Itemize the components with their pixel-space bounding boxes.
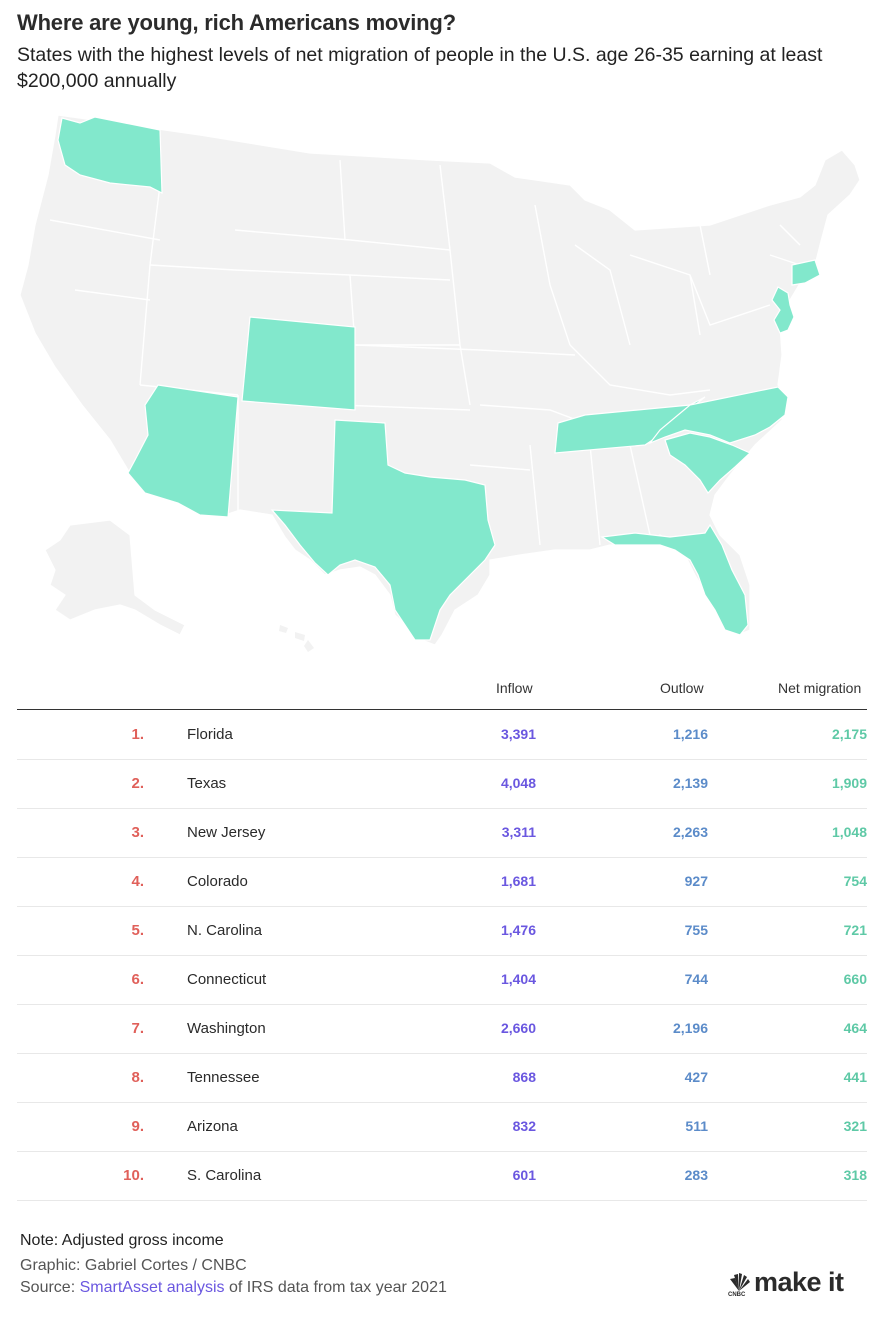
state-texas (270, 419, 496, 641)
outflow-cell: 1,216 (672, 726, 708, 742)
inflow-cell: 4,048 (500, 775, 536, 791)
source-suffix: of IRS data from tax year 2021 (224, 1279, 447, 1296)
source-link[interactable]: SmartAsset analysis (79, 1279, 225, 1296)
net-migration-cell: 1,909 (831, 775, 867, 791)
inflow-cell: 2,660 (500, 1020, 536, 1036)
outflow-cell: 427 (684, 1069, 708, 1085)
inflow-cell: 601 (512, 1167, 536, 1183)
inflow-cell: 3,311 (501, 824, 536, 840)
net-migration-cell: 464 (843, 1020, 867, 1036)
column-header-inflow: Inflow (496, 680, 533, 696)
rank-cell: 1. (131, 726, 144, 743)
us-map (19, 114, 861, 652)
peacock-icon (730, 1273, 750, 1291)
rank-cell: 7. (131, 1020, 144, 1037)
net-migration-cell: 441 (843, 1069, 867, 1085)
state-florida (600, 523, 749, 636)
outflow-cell: 927 (684, 873, 708, 889)
state-cell: N. Carolina (187, 922, 263, 939)
makeit-logo: make it CNBC (726, 1265, 866, 1301)
rank-cell: 10. (123, 1167, 144, 1184)
outflow-cell: 2,196 (672, 1020, 708, 1036)
outflow-cell: 744 (684, 971, 708, 987)
table-row: 1. Florida 3,391 1,216 2,175 (17, 710, 867, 760)
table-row: 4. Colorado 1,681 927 754 (17, 857, 867, 907)
table-row: 7. Washington 2,660 2,196 464 (17, 1004, 867, 1054)
state-washington (57, 116, 163, 194)
net-migration-cell: 318 (843, 1167, 867, 1183)
state-connecticut (791, 259, 821, 286)
outflow-cell: 511 (685, 1118, 708, 1134)
outflow-cell: 283 (684, 1167, 708, 1183)
footer-graphic-credit: Graphic: Gabriel Cortes / CNBC (20, 1257, 247, 1274)
state-north-carolina (648, 386, 789, 445)
logo-sub: CNBC (728, 1292, 746, 1298)
table-row: 5. N. Carolina 1,476 755 721 (17, 906, 867, 956)
state-cell: Washington (187, 1020, 266, 1037)
source-prefix: Source: (20, 1279, 80, 1296)
footer-source: Source: SmartAsset analysis of IRS data … (20, 1279, 447, 1297)
rank-cell: 5. (131, 922, 144, 939)
inflow-cell: 1,404 (500, 971, 536, 987)
rank-cell: 9. (131, 1118, 144, 1135)
chart-title: Where are young, rich Americans moving? (17, 10, 456, 35)
net-migration-cell: 721 (843, 922, 867, 938)
net-migration-cell: 2,175 (831, 726, 867, 742)
rank-cell: 3. (131, 824, 144, 841)
outflow-cell: 2,263 (672, 824, 708, 840)
map-base-alaska (44, 519, 186, 636)
net-migration-cell: 754 (843, 873, 867, 889)
state-colorado (241, 316, 356, 411)
table-row: 8. Tennessee 868 427 441 (17, 1053, 867, 1103)
state-cell: Texas (187, 775, 227, 792)
inflow-cell: 1,476 (500, 922, 536, 938)
rank-cell: 2. (131, 775, 144, 792)
table-row: 3. New Jersey 3,311 2,263 1,048 (17, 808, 867, 858)
map-base-hawaii (279, 625, 314, 652)
column-header-net: Net migration (778, 680, 862, 696)
column-header-outflow: Outlow (660, 680, 704, 696)
rank-cell: 4. (131, 873, 144, 890)
outflow-cell: 2,139 (672, 775, 708, 791)
state-cell: Arizona (187, 1118, 238, 1135)
inflow-cell: 3,391 (500, 726, 536, 742)
state-cell: Florida (187, 726, 233, 743)
inflow-cell: 1,681 (500, 873, 536, 889)
net-migration-cell: 321 (843, 1118, 867, 1134)
rank-cell: 8. (131, 1069, 144, 1086)
net-migration-cell: 660 (843, 971, 867, 987)
table-row: 10. S. Carolina 601 283 318 (17, 1151, 867, 1201)
table-row: 2. Texas 4,048 2,139 1,909 (17, 759, 867, 809)
state-cell: Connecticut (187, 971, 267, 988)
chart-subtitle: States with the highest levels of net mi… (17, 44, 823, 92)
state-cell: Tennessee (187, 1069, 260, 1086)
net-migration-cell: 1,048 (831, 824, 867, 840)
state-cell: New Jersey (187, 824, 266, 841)
state-south-carolina (664, 432, 752, 494)
highlighted-states (57, 116, 821, 641)
table-header-rule (17, 709, 867, 710)
table-row: 9. Arizona 832 511 321 (17, 1102, 867, 1152)
inflow-cell: 868 (512, 1069, 536, 1085)
footer-note: Note: Adjusted gross income (20, 1232, 224, 1249)
inflow-cell: 832 (512, 1118, 536, 1134)
state-cell: S. Carolina (187, 1167, 262, 1184)
state-new-jersey (771, 286, 795, 334)
logo-text: make it (754, 1267, 844, 1297)
state-arizona (127, 384, 239, 518)
rank-cell: 6. (131, 971, 144, 988)
table-row: 6. Connecticut 1,404 744 660 (17, 955, 867, 1005)
outflow-cell: 755 (684, 922, 708, 938)
state-cell: Colorado (187, 873, 248, 890)
